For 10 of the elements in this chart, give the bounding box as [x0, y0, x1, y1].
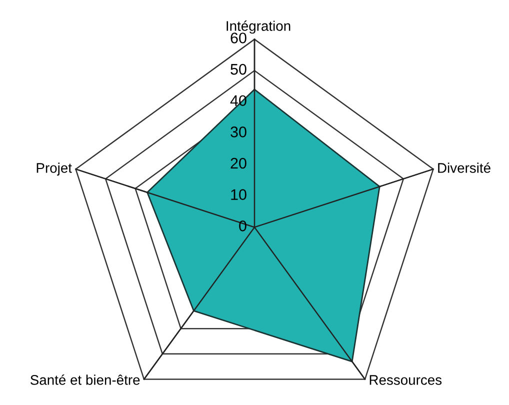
y-tick-label: 50 [230, 64, 246, 75]
spoke-label: Santé et bien-être [30, 374, 140, 385]
spoke-label: Projet [36, 162, 72, 176]
y-tick-label: 10 [231, 189, 246, 200]
spoke-label: Intégration [226, 20, 290, 34]
y-tick-label: 20 [230, 158, 246, 169]
spoke-label: Ressources [370, 375, 442, 385]
y-tick-label: 60 [230, 32, 246, 44]
spoke-label: Diversité [438, 162, 490, 173]
y-tick-label: 30 [230, 126, 246, 138]
